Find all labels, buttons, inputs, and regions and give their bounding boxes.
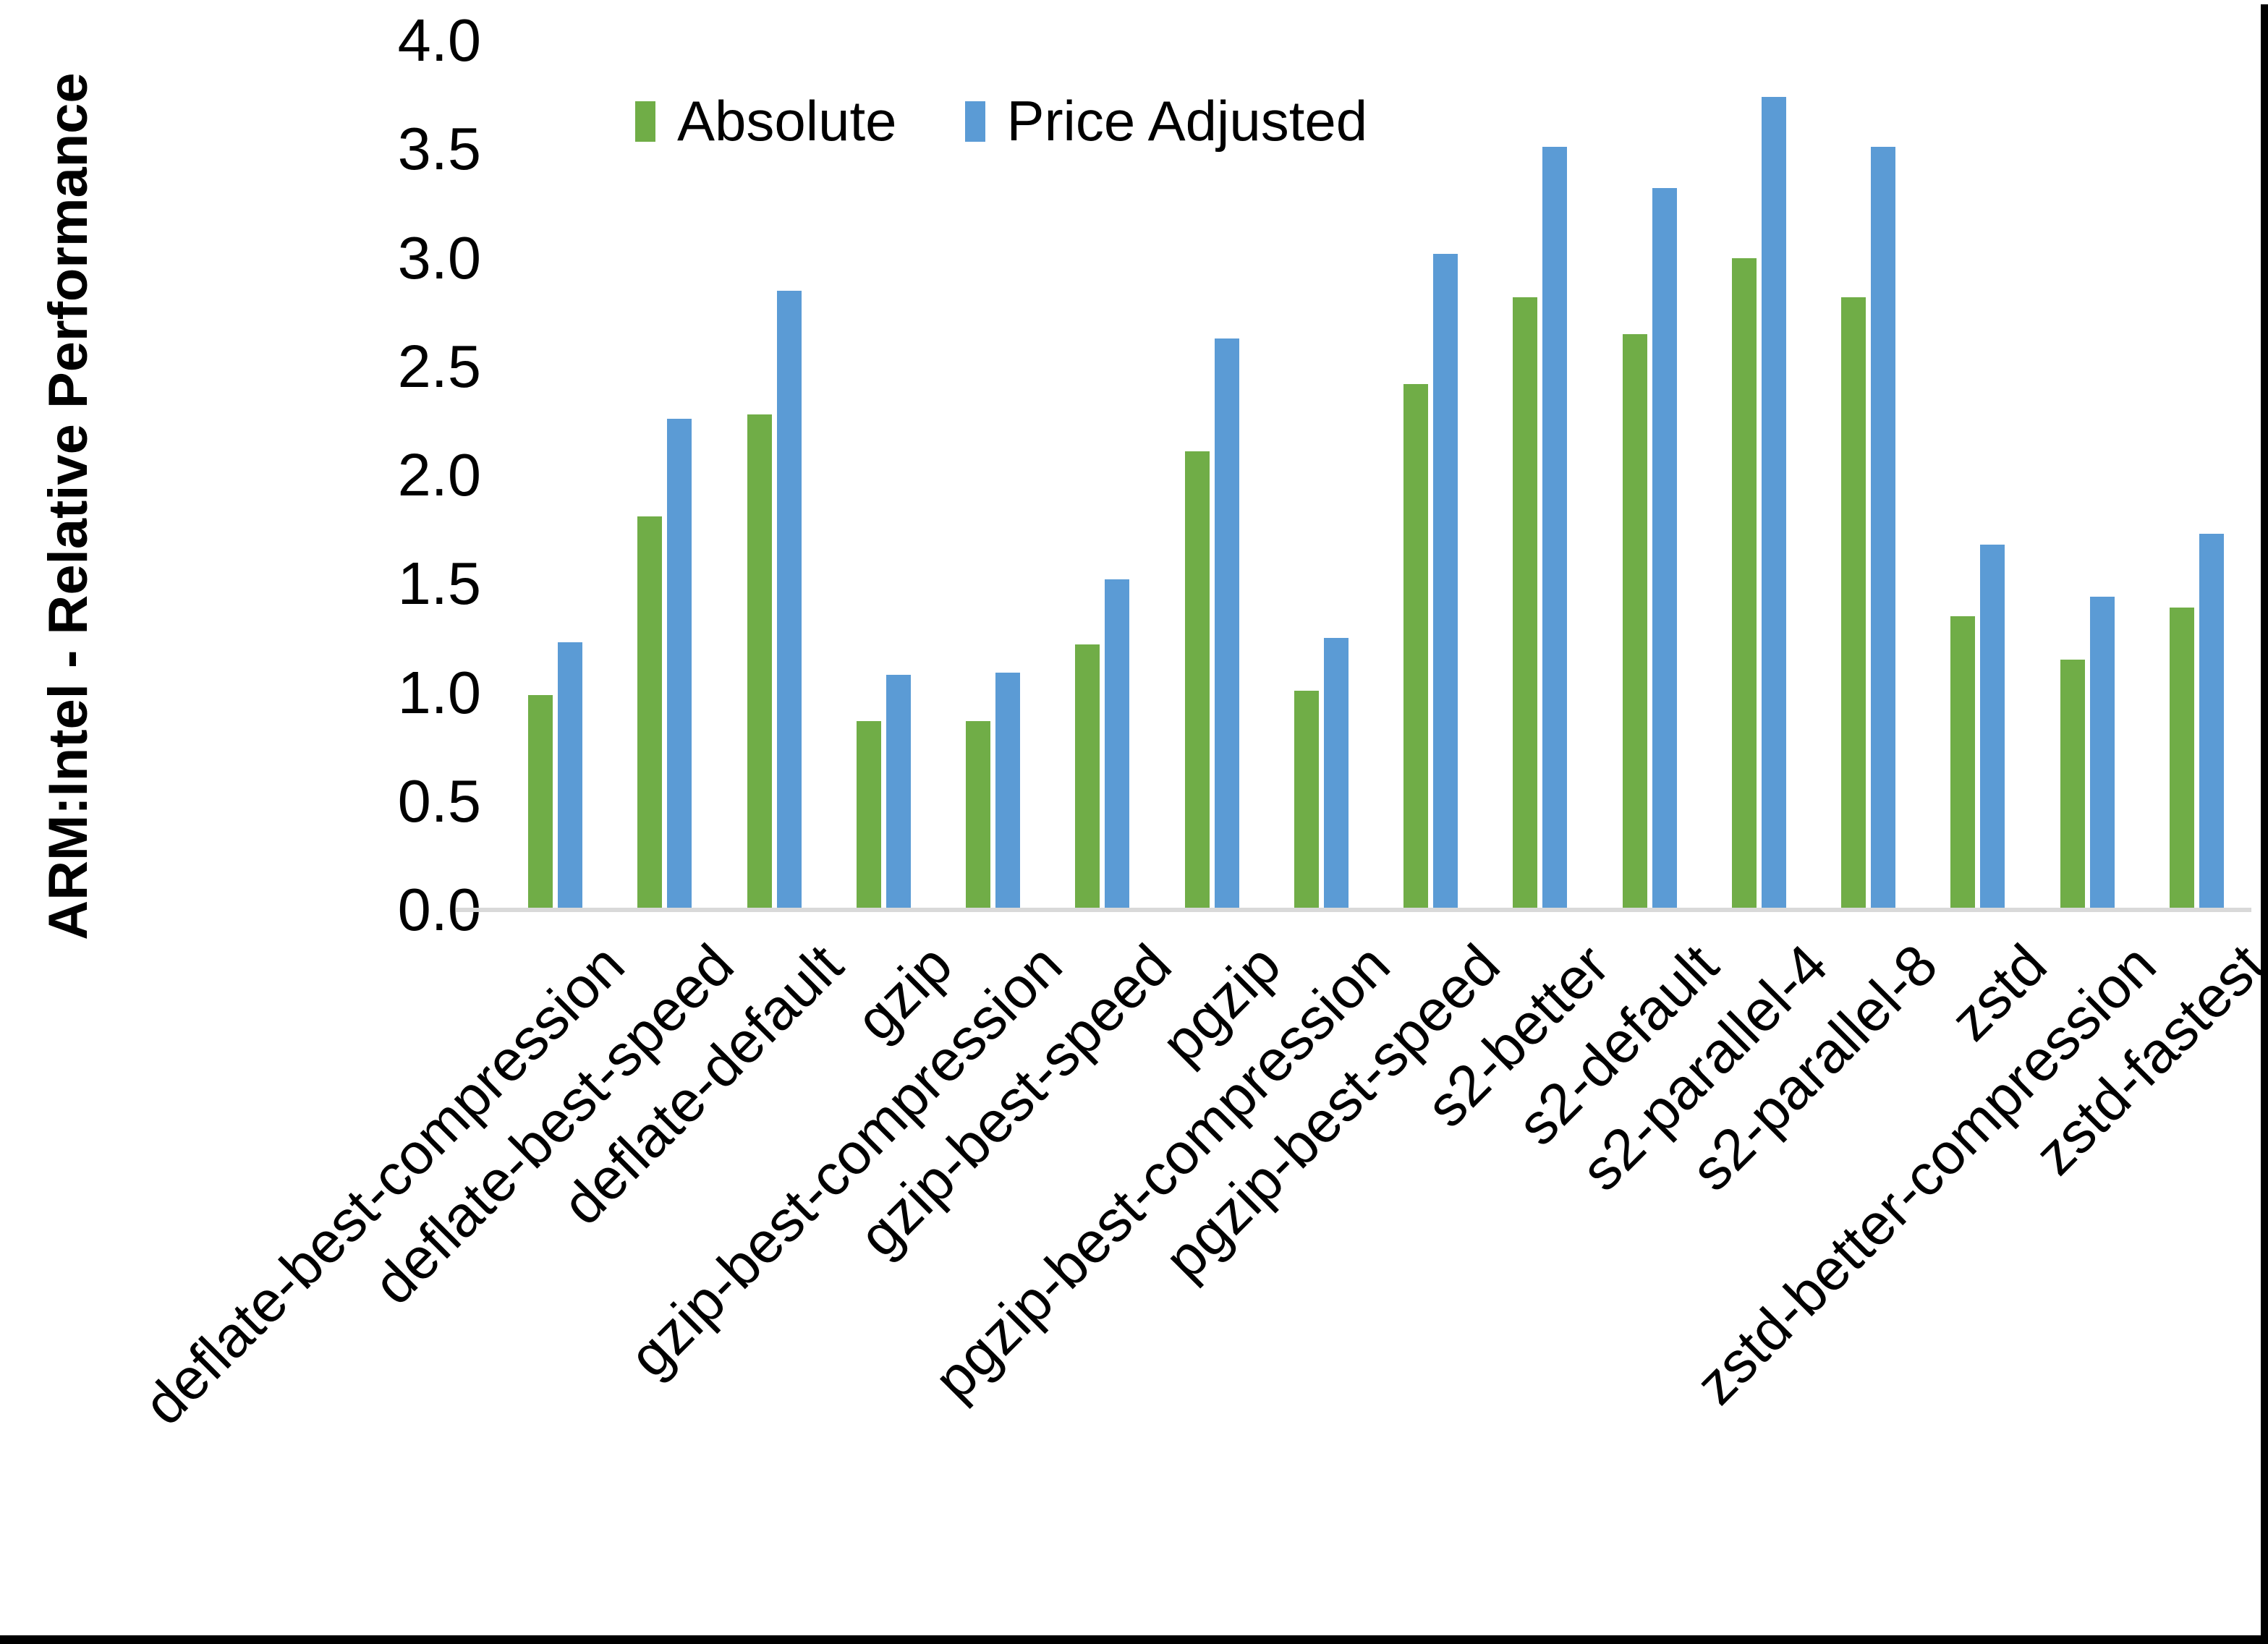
bar-price-adjusted-s2-better (1542, 147, 1568, 910)
bar-absolute-gzip (856, 720, 881, 910)
bar-absolute-pgzip-best-speed (1403, 383, 1429, 910)
bar-absolute-gzip-best-compression (966, 720, 991, 910)
bar-absolute-gzip-best-speed (1075, 644, 1100, 910)
bar-price-adjusted-gzip-best-compression (995, 673, 1021, 910)
bar-price-adjusted-deflate-default (776, 290, 802, 910)
bar-absolute-s2-parallel-8 (1841, 297, 1866, 910)
bar-absolute-s2-parallel-4 (1731, 257, 1757, 910)
bar-group (1048, 41, 1157, 910)
bar-group (1158, 41, 1267, 910)
bar-group (829, 41, 938, 910)
bar-group (2142, 41, 2251, 910)
bar-price-adjusted-s2-default (1652, 188, 1677, 910)
y-tick-label: 1.0 (397, 658, 481, 726)
legend: Absolute Price Adjusted (635, 88, 1367, 154)
bar-price-adjusted-pgzip-best-speed (1433, 253, 1458, 910)
bar-price-adjusted-deflate-best-speed (667, 418, 692, 910)
bar-absolute-pgzip (1184, 451, 1210, 910)
bar-absolute-s2-better (1513, 297, 1538, 910)
legend-swatch-absolute-icon (635, 101, 655, 142)
bar-absolute-zstd (1950, 616, 1976, 910)
bar-price-adjusted-gzip-best-speed (1105, 579, 1130, 910)
bar-absolute-zstd-fastest (2169, 608, 2194, 910)
y-tick-label: 0.5 (397, 767, 481, 835)
frame-border-right (2261, 4, 2268, 1644)
bar-group (1267, 41, 1376, 910)
bar-price-adjusted-zstd-fastest (2199, 534, 2224, 910)
bar-group (2033, 41, 2142, 910)
bar-absolute-zstd-better-compression (2060, 660, 2085, 910)
plot-area (501, 41, 2251, 910)
bar-price-adjusted-pgzip-best-compression (1323, 638, 1349, 910)
legend-swatch-price-adjusted-icon (964, 101, 985, 142)
bar-price-adjusted-s2-parallel-8 (1871, 147, 1896, 910)
bar-price-adjusted-zstd (1980, 545, 2005, 910)
y-tick-label: 2.5 (397, 332, 481, 400)
bar-price-adjusted-gzip (885, 675, 911, 910)
bar-price-adjusted-s2-parallel-4 (1761, 97, 1786, 910)
y-tick-label: 3.0 (397, 223, 481, 291)
bar-group (1376, 41, 1485, 910)
legend-entry-absolute: Absolute (635, 88, 897, 154)
bar-group (1485, 41, 1594, 910)
bar-price-adjusted-pgzip (1214, 338, 1239, 910)
legend-label-absolute: Absolute (677, 89, 897, 153)
bar-group (720, 41, 829, 910)
bar-group (610, 41, 719, 910)
bar-price-adjusted-deflate-best-compression (558, 642, 583, 910)
bar-group (938, 41, 1048, 910)
bar-absolute-s2-default (1622, 333, 1647, 910)
bar-group (501, 41, 610, 910)
bar-absolute-deflate-default (747, 414, 772, 910)
bar-group (1595, 41, 1704, 910)
frame-border-bottom (0, 1635, 2268, 1644)
y-tick-label: 3.5 (397, 115, 481, 183)
x-axis-line (456, 908, 2251, 912)
bar-absolute-deflate-best-compression (528, 694, 553, 910)
y-tick-label: 0.0 (397, 876, 481, 943)
bar-absolute-pgzip-best-compression (1294, 690, 1319, 910)
y-tick-label: 1.5 (397, 550, 481, 618)
bar-group (1923, 41, 2032, 910)
bar-absolute-deflate-best-speed (637, 516, 663, 910)
bar-price-adjusted-zstd-better-compression (2089, 597, 2115, 910)
bar-group (1704, 41, 1814, 910)
y-axis-title: ARM:Intel - Relative Performance (38, 72, 99, 940)
y-tick-label: 2.0 (397, 441, 481, 508)
legend-entry-price-adjusted: Price Adjusted (964, 88, 1368, 154)
y-tick-label: 4.0 (397, 7, 481, 74)
bar-group (1814, 41, 1923, 910)
legend-label-price-adjusted: Price Adjusted (1006, 89, 1368, 153)
